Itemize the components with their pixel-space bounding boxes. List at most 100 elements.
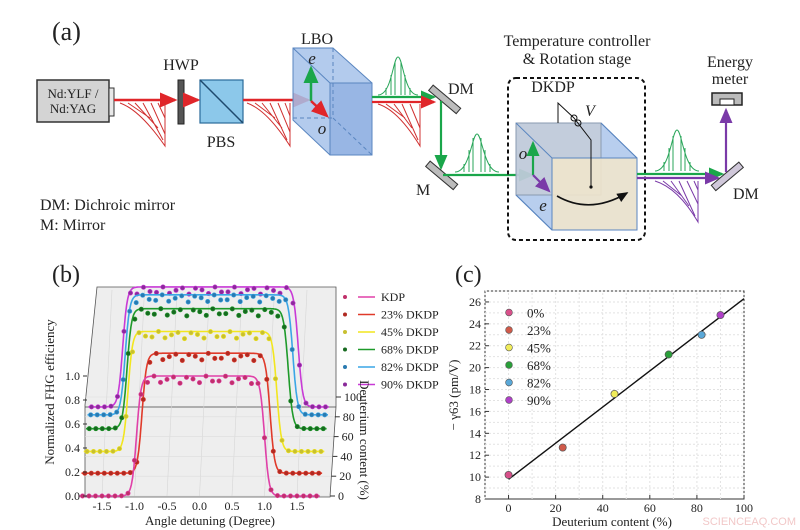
z-tick-label: 80 <box>343 410 355 424</box>
data-point <box>270 295 276 301</box>
data-point <box>160 357 166 363</box>
data-point <box>99 426 105 432</box>
y-tick-label: 22 <box>469 339 481 353</box>
dichroic-mirror-2 <box>710 161 745 192</box>
data-point <box>292 448 298 454</box>
data-point <box>173 351 179 357</box>
data-point-45pct <box>610 389 619 398</box>
data-point <box>127 470 133 476</box>
data-point <box>182 336 188 342</box>
data-point <box>138 306 144 312</box>
series-line-68-dkdp <box>86 307 327 430</box>
data-point <box>154 289 160 295</box>
x-tick-label: 20 <box>550 501 562 515</box>
grid-line-x <box>231 289 243 497</box>
data-point <box>289 347 295 353</box>
data-point <box>86 426 92 432</box>
legend-marker <box>343 347 347 352</box>
data-point <box>287 493 293 499</box>
series-line-82-dkdp <box>87 294 328 416</box>
data-point <box>94 412 100 418</box>
data-point <box>290 470 296 476</box>
dm1-label: DM <box>448 81 474 98</box>
data-point <box>309 404 315 410</box>
legend-marker <box>505 343 513 352</box>
lbo-o-label: o <box>318 119 327 138</box>
data-point <box>212 355 218 361</box>
data-point <box>232 284 238 290</box>
data-point <box>261 435 267 441</box>
energy-meter-label-2: meter <box>712 71 749 88</box>
panel-c-label: (c) <box>455 262 482 288</box>
data-point <box>242 375 248 381</box>
data-point <box>84 448 90 454</box>
data-point <box>112 425 118 431</box>
data-point <box>114 409 120 415</box>
data-point <box>231 292 237 298</box>
voltage-label: V <box>585 103 597 120</box>
data-point <box>89 404 95 410</box>
laser-source: Nd:YLF / Nd:YAG <box>36 79 115 123</box>
data-point <box>128 290 134 296</box>
shg-pulse-3 <box>654 129 700 172</box>
data-point <box>197 380 203 386</box>
fit-line <box>508 298 745 480</box>
data-point <box>132 457 138 463</box>
legend-marker <box>343 382 347 387</box>
legend-label: 90% <box>527 393 551 408</box>
data-point <box>121 470 127 476</box>
y-tick-label: 1.0 <box>65 369 80 383</box>
data-point <box>99 493 105 499</box>
data-point <box>198 295 204 301</box>
x-tick-label: 0.0 <box>192 499 207 513</box>
data-point <box>227 329 233 335</box>
data-point <box>205 350 211 356</box>
data-point <box>172 295 178 301</box>
data-point <box>303 470 309 476</box>
data-point-90pct <box>716 311 725 320</box>
fundamental-pulse-1 <box>119 102 166 148</box>
panel-b-label: (b) <box>52 262 80 288</box>
data-point <box>281 493 287 499</box>
data-point <box>205 298 211 304</box>
data-point <box>175 330 181 336</box>
series-line-45-dkdp <box>83 330 325 453</box>
y-tick-label: 0.8 <box>65 393 80 407</box>
data-point <box>193 285 199 291</box>
data-point <box>132 316 138 322</box>
data-point <box>177 380 183 386</box>
data-point <box>190 307 196 313</box>
z-tick-label: 20 <box>339 469 351 483</box>
x-tick-label: 1.0 <box>257 499 272 513</box>
data-point <box>171 374 177 380</box>
data-point <box>108 403 114 409</box>
fhg-pulse <box>654 180 699 224</box>
data-point <box>127 308 133 314</box>
data-point <box>179 293 185 299</box>
grid-line-x <box>101 289 113 497</box>
data-point <box>305 448 311 454</box>
lbo-label: LBO <box>301 31 333 48</box>
data-point <box>115 393 121 399</box>
data-point <box>276 298 282 304</box>
legend-label: 45% <box>527 341 551 356</box>
data-point <box>238 353 244 359</box>
data-point <box>95 404 101 410</box>
data-point <box>268 309 274 315</box>
data-point <box>138 391 144 397</box>
legend-label: 23% <box>527 323 551 338</box>
legend-marker <box>505 361 513 369</box>
dkdp-e-label: e <box>539 196 547 215</box>
data-point <box>322 412 328 418</box>
data-point <box>97 448 103 454</box>
panel-b-chart: (b) -1.5 -1.0 -0.5 0.0 0.5 1.0 1.5 0.0 0.2 0.4 0.6… <box>42 262 439 528</box>
data-point <box>264 285 270 291</box>
data-point <box>173 287 179 293</box>
stage-title-1: Temperature controller <box>504 33 651 50</box>
lbo-e-label: e <box>308 49 316 68</box>
data-point <box>216 311 222 317</box>
m-label: M <box>416 182 430 199</box>
data-point <box>203 373 209 379</box>
data-point <box>257 353 263 359</box>
